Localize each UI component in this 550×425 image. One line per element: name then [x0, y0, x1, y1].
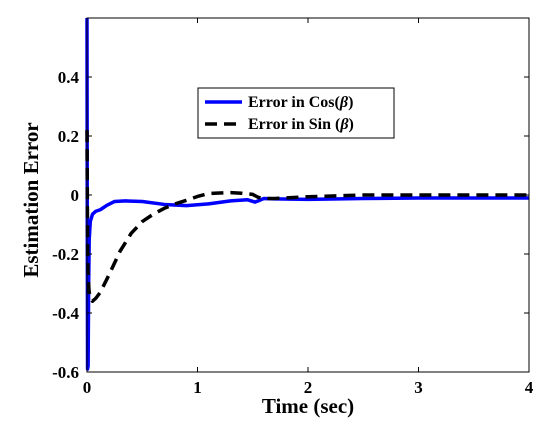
x-tick-label: 1	[193, 378, 202, 397]
series-layer	[85, 17, 529, 371]
y-tick-label: 0	[71, 186, 80, 205]
legend: Error in Cos(β) Error in Sin (β)	[197, 87, 395, 139]
legend-label-2: Error in Sin (β)	[248, 116, 354, 133]
x-tick-label: 4	[525, 378, 534, 397]
y-tick-label: 0.4	[58, 68, 80, 87]
x-tick-label: 2	[304, 378, 313, 397]
y-tick-label: 0.2	[58, 127, 79, 146]
series-line-2	[85, 130, 529, 303]
y-tick-label: -0.6	[52, 363, 79, 382]
x-axis-label: Time (sec)	[262, 394, 354, 418]
legend-label-1: Error in Cos(β)	[248, 94, 353, 111]
ticks-layer: 0 1 2 3 4 -0.6 -0.4 -0.2 0 0.2 0.4	[52, 18, 534, 397]
x-tick-label: 0	[83, 378, 92, 397]
legend-box	[197, 87, 395, 139]
y-axis-label: Estimation Error	[19, 122, 43, 277]
y-tick-label: -0.2	[52, 245, 79, 264]
x-tick-label: 3	[414, 378, 423, 397]
y-tick-label: -0.4	[52, 304, 79, 323]
